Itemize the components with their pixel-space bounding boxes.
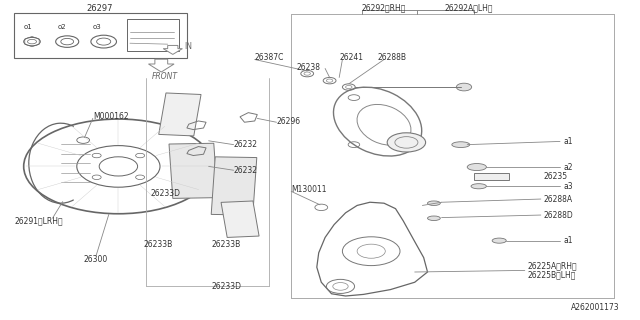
Text: o1: o1: [24, 24, 33, 30]
Text: A262001173: A262001173: [571, 303, 620, 312]
Text: M130011: M130011: [291, 185, 326, 194]
Ellipse shape: [428, 201, 440, 205]
Text: 26233B: 26233B: [211, 240, 241, 249]
Text: 26297: 26297: [86, 4, 113, 12]
Bar: [221, 201, 259, 237]
Text: 26235: 26235: [544, 172, 568, 181]
Text: 26232: 26232: [234, 166, 258, 175]
Text: 26233B: 26233B: [144, 240, 173, 249]
Text: 26232: 26232: [234, 140, 258, 149]
Bar: [474, 173, 509, 180]
Text: a3: a3: [563, 182, 573, 191]
Ellipse shape: [467, 164, 486, 171]
Text: o3: o3: [93, 24, 102, 30]
Bar: [127, 19, 179, 51]
Ellipse shape: [471, 184, 486, 189]
Text: 26387C: 26387C: [255, 53, 284, 62]
Text: IN: IN: [184, 42, 192, 51]
Polygon shape: [163, 45, 182, 54]
Text: a1: a1: [563, 137, 573, 146]
Text: 26241: 26241: [339, 53, 364, 62]
Text: 26233D: 26233D: [150, 189, 180, 198]
Bar: [159, 93, 201, 136]
Ellipse shape: [452, 142, 470, 148]
Text: o2: o2: [58, 24, 66, 30]
Polygon shape: [148, 59, 174, 72]
Text: 26292〈RH〉: 26292〈RH〉: [362, 3, 406, 12]
Text: 26300: 26300: [84, 255, 108, 264]
Text: 26288A: 26288A: [544, 195, 573, 204]
Bar: [14, 13, 187, 58]
Text: 26225B〈LH〉: 26225B〈LH〉: [528, 271, 577, 280]
Text: 26238: 26238: [296, 63, 321, 72]
Bar: [211, 157, 257, 215]
Text: 26288B: 26288B: [378, 53, 406, 62]
Text: 26292A〈LH〉: 26292A〈LH〉: [445, 3, 493, 12]
Text: 26291〈LRH〉: 26291〈LRH〉: [14, 216, 63, 225]
Circle shape: [387, 133, 426, 152]
Text: 26288D: 26288D: [544, 211, 573, 220]
Text: FRONT: FRONT: [152, 72, 178, 81]
Ellipse shape: [492, 238, 506, 243]
Text: a1: a1: [563, 236, 573, 245]
Bar: [169, 143, 218, 198]
Circle shape: [456, 83, 472, 91]
Text: 26233D: 26233D: [211, 282, 241, 291]
Text: M000162: M000162: [93, 112, 129, 121]
Text: 26296: 26296: [276, 117, 301, 126]
Text: 26225A〈RH〉: 26225A〈RH〉: [528, 262, 578, 271]
Text: a2: a2: [563, 163, 573, 172]
Ellipse shape: [428, 216, 440, 220]
